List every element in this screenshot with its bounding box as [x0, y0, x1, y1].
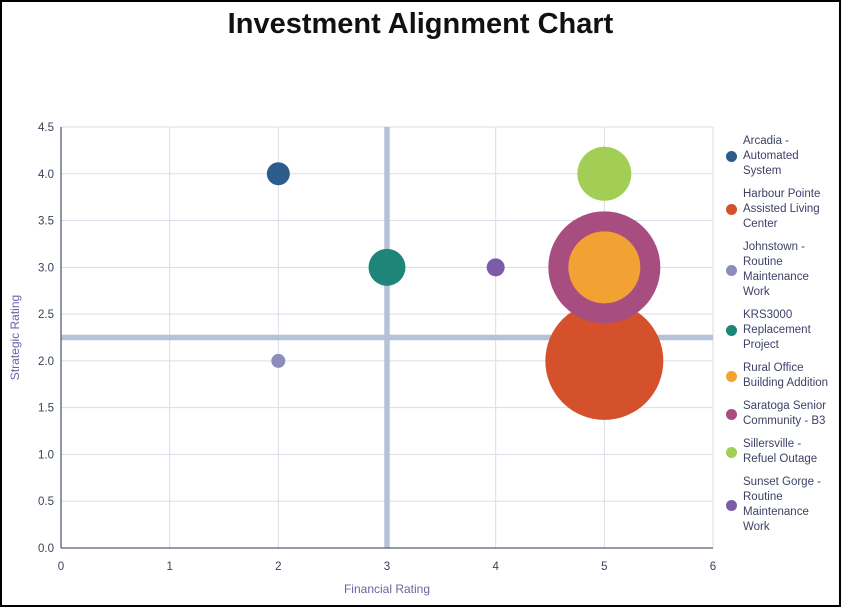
legend-item[interactable]: Sunset Gorge - Routine Maintenance Work [726, 475, 836, 535]
x-tick-label: 1 [166, 561, 172, 573]
legend-item[interactable]: Arcadia - Automated System [726, 134, 836, 179]
legend-label: Arcadia - Automated System [743, 135, 799, 177]
y-tick-label: 3.0 [38, 262, 54, 274]
legend-label: Johnstown - Routine Maintenance Work [743, 241, 809, 298]
legend-item[interactable]: Harbour Pointe Assisted Living Center [726, 187, 836, 232]
legend-item[interactable]: Johnstown - Routine Maintenance Work [726, 240, 836, 300]
legend-marker-icon [726, 370, 737, 382]
x-tick-label: 2 [275, 561, 281, 573]
legend-marker-icon [726, 325, 737, 336]
legend-item[interactable]: Sillersville - Refuel Outage [726, 437, 836, 467]
legend-label: Sunset Gorge - Routine Maintenance Work [743, 476, 821, 533]
y-tick-label: 2.5 [38, 309, 54, 321]
y-tick-label: 4.0 [38, 169, 54, 181]
x-tick-label: 5 [601, 561, 607, 573]
legend-marker-icon [726, 499, 737, 511]
y-tick-label: 3.5 [38, 216, 54, 228]
legend-marker-icon [726, 204, 737, 215]
legend-label: Sillersville - Refuel Outage [743, 438, 818, 465]
y-tick-label: 2.0 [38, 356, 54, 368]
x-tick-label: 0 [58, 561, 64, 573]
legend-label: Rural Office Building Addition [743, 362, 829, 389]
legend-item[interactable]: Saratoga Senior Community - B3 [726, 399, 836, 429]
legend-marker-icon [726, 264, 737, 276]
x-tick-label: 4 [492, 561, 499, 573]
bubble-7[interactable]: Sunset Gorge - Routine Maintenance Work [486, 258, 505, 277]
legend-label: Harbour Pointe Assisted Living Center [743, 188, 821, 230]
bubble-2[interactable]: Johnstown - Routine Maintenance Work [271, 353, 286, 368]
y-tick-label: 0.5 [38, 496, 54, 508]
legend: Arcadia - Automated System Harbour Pointe… [726, 134, 836, 535]
bubble-0[interactable]: Arcadia - Automated System [266, 162, 290, 186]
bubble-3[interactable]: KRS3000 Replacement Project [368, 248, 406, 286]
bubble-4[interactable]: Rural Office Building Addition [568, 231, 641, 304]
legend-marker-icon [726, 446, 737, 458]
legend-label: KRS3000 Replacement Project [743, 309, 811, 351]
x-tick-label: 6 [710, 561, 716, 573]
legend-marker-icon [726, 408, 737, 420]
x-tick-label: 3 [384, 561, 390, 573]
y-tick-label: 1.0 [38, 449, 54, 461]
y-axis-title: Strategic Rating [8, 295, 22, 380]
chart-title: Investment Alignment Chart [227, 8, 614, 40]
legend-item[interactable]: KRS3000 Replacement Project [726, 308, 836, 353]
x-axis-title: Financial Rating [344, 582, 430, 596]
legend-label: Saratoga Senior Community - B3 [743, 400, 827, 427]
bubble-1[interactable]: Harbour Pointe Assisted Living Center [545, 301, 664, 420]
legend-marker-icon [726, 151, 737, 162]
y-tick-label: 0.0 [38, 543, 54, 555]
bubble-6[interactable]: Sillersville - Refuel Outage [577, 146, 632, 201]
legend-item[interactable]: Rural Office Building Addition [726, 361, 836, 391]
y-tick-label: 4.5 [38, 122, 54, 134]
y-tick-label: 1.5 [38, 403, 54, 415]
